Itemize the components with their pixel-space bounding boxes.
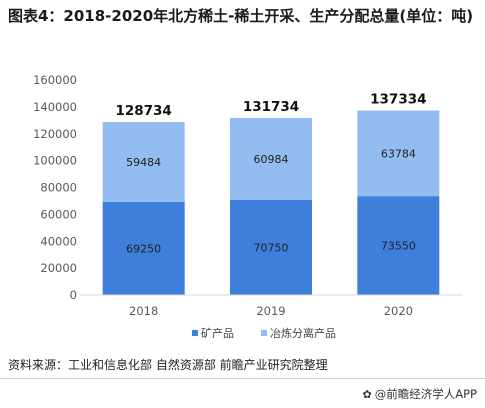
legend-swatch	[192, 330, 198, 336]
bar-segment	[102, 201, 185, 295]
bar-value-label: 70750	[254, 241, 289, 254]
y-tick-label: 40000	[40, 234, 77, 248]
bar-value-label: 69250	[126, 242, 161, 255]
bar-value-label: 60984	[254, 153, 289, 166]
y-tick-label: 20000	[40, 261, 77, 275]
x-tick-label: 2018	[129, 304, 158, 318]
y-tick-label: 100000	[33, 154, 77, 168]
bar-segment	[357, 110, 440, 197]
y-tick-label: 120000	[33, 127, 77, 141]
bars: 69250 59484 128734 70750 60984 131734 73550 637…	[102, 91, 440, 295]
paw-icon: ✿	[362, 387, 372, 401]
y-tick-label: 60000	[40, 207, 77, 221]
bar-value-label: 73550	[381, 240, 416, 253]
legend-label: 冶炼分离产品	[270, 326, 336, 340]
brand-text: @前瞻经济学人APP	[374, 387, 477, 401]
chart-title: 图表4：2018-2020年北方稀土-稀土开采、生产分配总量(单位：吨)	[8, 7, 474, 25]
bar-total-label: 128734	[115, 103, 171, 119]
legend-swatch	[261, 330, 267, 336]
legend: 矿产品 冶炼分离产品	[192, 326, 336, 340]
y-tick-label: 160000	[33, 73, 77, 87]
bar-total-label: 131734	[243, 99, 299, 115]
bar-segment	[102, 122, 185, 202]
y-axis: 0 20000 40000 60000 80000 100000 120000 140000 1…	[33, 73, 77, 302]
bar-value-label: 59484	[126, 156, 161, 169]
x-axis: 2018 2019 2020	[80, 294, 462, 318]
y-tick-label: 140000	[33, 100, 77, 114]
bar-segment	[230, 117, 312, 200]
x-tick-label: 2020	[384, 304, 413, 318]
source-note: 资料来源：工业和信息化部 自然资源部 前瞻产业研究院整理	[8, 358, 328, 372]
legend-label: 矿产品	[201, 326, 234, 340]
bar-total-label: 137334	[370, 91, 426, 107]
y-tick-label: 80000	[40, 181, 77, 195]
y-tick-label: 0	[70, 288, 77, 302]
bar-segment	[230, 199, 312, 295]
footer-divider	[0, 378, 485, 379]
bar-segment	[357, 196, 440, 295]
x-tick-label: 2019	[256, 304, 285, 318]
brand-watermark: ✿ @前瞻经济学人APP	[363, 386, 477, 402]
bar-value-label: 63784	[381, 147, 416, 160]
